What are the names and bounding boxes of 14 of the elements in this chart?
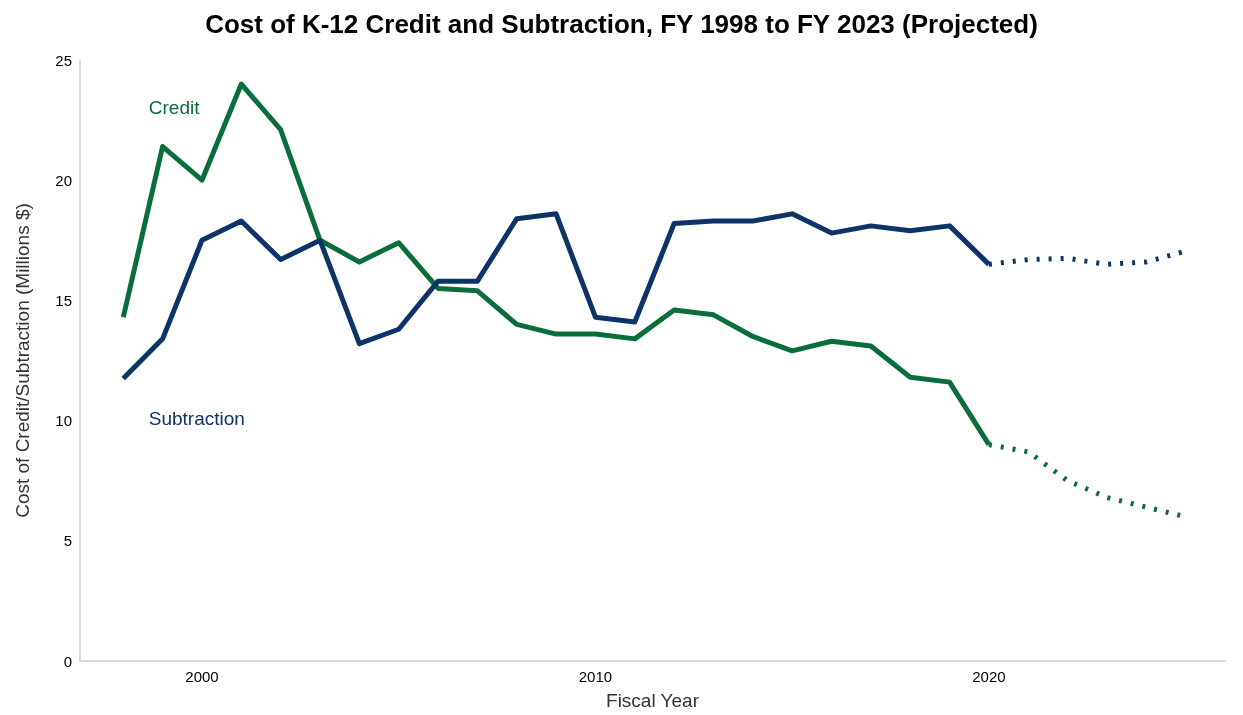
y-tick-label: 25 xyxy=(55,51,72,69)
x-tick-label: 2000 xyxy=(185,668,219,685)
x-axis-title: Fiscal Year xyxy=(606,690,700,711)
y-tick-label: 0 xyxy=(63,652,72,670)
x-tick-label: 2020 xyxy=(972,668,1006,685)
y-axis-title: Cost of Credit/Subtraction (Millions $) xyxy=(12,203,33,518)
y-tick-label: 5 xyxy=(63,532,72,550)
y-tick-label: 20 xyxy=(55,171,72,189)
y-tick-label: 15 xyxy=(55,291,72,309)
text: Subtraction xyxy=(148,408,245,430)
series-label: Credit xyxy=(148,96,201,118)
chart-title: Cost of K-12 Credit and Subtraction, FY 1998 to FY 2023 (Projected) xyxy=(205,9,1038,39)
y-tick-label: 10 xyxy=(55,412,72,430)
x-tick-label: 2010 xyxy=(578,668,613,685)
